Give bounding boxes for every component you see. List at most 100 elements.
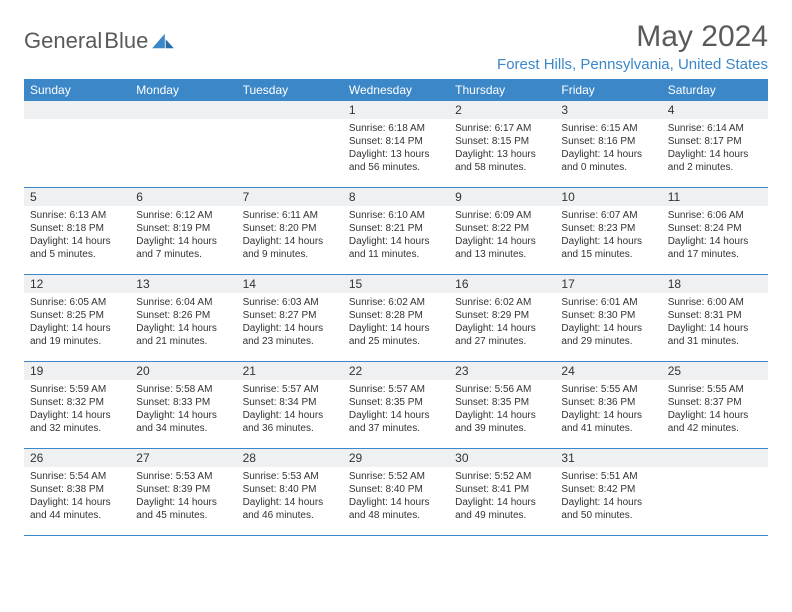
daylight-text: Daylight: 14 hours and 48 minutes. bbox=[349, 496, 443, 522]
cell-body: Sunrise: 6:02 AMSunset: 8:28 PMDaylight:… bbox=[343, 293, 449, 352]
day-number: 9 bbox=[449, 188, 555, 206]
brand-logo: GeneralBlue bbox=[24, 28, 174, 54]
day-number: 29 bbox=[343, 449, 449, 467]
day-header-fri: Friday bbox=[555, 79, 661, 101]
sunrise-text: Sunrise: 6:17 AM bbox=[455, 122, 549, 135]
sunrise-text: Sunrise: 5:56 AM bbox=[455, 383, 549, 396]
sunset-text: Sunset: 8:17 PM bbox=[668, 135, 762, 148]
sunset-text: Sunset: 8:15 PM bbox=[455, 135, 549, 148]
day-number: 30 bbox=[449, 449, 555, 467]
daylight-text: Daylight: 14 hours and 39 minutes. bbox=[455, 409, 549, 435]
day-number: 1 bbox=[343, 101, 449, 119]
sunrise-text: Sunrise: 6:09 AM bbox=[455, 209, 549, 222]
daylight-text: Daylight: 14 hours and 11 minutes. bbox=[349, 235, 443, 261]
daylight-text: Daylight: 14 hours and 50 minutes. bbox=[561, 496, 655, 522]
daylight-text: Daylight: 14 hours and 29 minutes. bbox=[561, 322, 655, 348]
cell-body: Sunrise: 5:55 AMSunset: 8:37 PMDaylight:… bbox=[662, 380, 768, 439]
day-header-row: Sunday Monday Tuesday Wednesday Thursday… bbox=[24, 79, 768, 101]
daylight-text: Daylight: 14 hours and 36 minutes. bbox=[243, 409, 337, 435]
day-number: 28 bbox=[237, 449, 343, 467]
cell-body: Sunrise: 6:04 AMSunset: 8:26 PMDaylight:… bbox=[130, 293, 236, 352]
calendar-cell: 11Sunrise: 6:06 AMSunset: 8:24 PMDayligh… bbox=[662, 188, 768, 274]
sunset-text: Sunset: 8:22 PM bbox=[455, 222, 549, 235]
cell-body: Sunrise: 6:00 AMSunset: 8:31 PMDaylight:… bbox=[662, 293, 768, 352]
cell-body: Sunrise: 5:52 AMSunset: 8:40 PMDaylight:… bbox=[343, 467, 449, 526]
daylight-text: Daylight: 14 hours and 17 minutes. bbox=[668, 235, 762, 261]
day-number: 31 bbox=[555, 449, 661, 467]
daylight-text: Daylight: 14 hours and 9 minutes. bbox=[243, 235, 337, 261]
sunset-text: Sunset: 8:35 PM bbox=[349, 396, 443, 409]
day-header-mon: Monday bbox=[130, 79, 236, 101]
sunrise-text: Sunrise: 5:57 AM bbox=[349, 383, 443, 396]
week-row: 5Sunrise: 6:13 AMSunset: 8:18 PMDaylight… bbox=[24, 188, 768, 275]
brand-text-2: Blue bbox=[104, 28, 148, 54]
sunrise-text: Sunrise: 6:02 AM bbox=[349, 296, 443, 309]
calendar-cell: 12Sunrise: 6:05 AMSunset: 8:25 PMDayligh… bbox=[24, 275, 130, 361]
week-row: 26Sunrise: 5:54 AMSunset: 8:38 PMDayligh… bbox=[24, 449, 768, 536]
daylight-text: Daylight: 13 hours and 58 minutes. bbox=[455, 148, 549, 174]
sunset-text: Sunset: 8:35 PM bbox=[455, 396, 549, 409]
daylight-text: Daylight: 14 hours and 45 minutes. bbox=[136, 496, 230, 522]
sunrise-text: Sunrise: 5:57 AM bbox=[243, 383, 337, 396]
calendar-cell: 2Sunrise: 6:17 AMSunset: 8:15 PMDaylight… bbox=[449, 101, 555, 187]
cell-body: Sunrise: 5:57 AMSunset: 8:35 PMDaylight:… bbox=[343, 380, 449, 439]
day-number: 13 bbox=[130, 275, 236, 293]
sunrise-text: Sunrise: 6:00 AM bbox=[668, 296, 762, 309]
day-number bbox=[24, 101, 130, 119]
sunset-text: Sunset: 8:36 PM bbox=[561, 396, 655, 409]
calendar-cell: 15Sunrise: 6:02 AMSunset: 8:28 PMDayligh… bbox=[343, 275, 449, 361]
sunset-text: Sunset: 8:30 PM bbox=[561, 309, 655, 322]
weeks-container: 1Sunrise: 6:18 AMSunset: 8:14 PMDaylight… bbox=[24, 101, 768, 536]
page: GeneralBlue May 2024 Forest Hills, Penns… bbox=[0, 0, 792, 556]
sunset-text: Sunset: 8:16 PM bbox=[561, 135, 655, 148]
calendar-cell: 21Sunrise: 5:57 AMSunset: 8:34 PMDayligh… bbox=[237, 362, 343, 448]
sunrise-text: Sunrise: 6:18 AM bbox=[349, 122, 443, 135]
sunset-text: Sunset: 8:18 PM bbox=[30, 222, 124, 235]
calendar-cell: 4Sunrise: 6:14 AMSunset: 8:17 PMDaylight… bbox=[662, 101, 768, 187]
day-number: 26 bbox=[24, 449, 130, 467]
sunrise-text: Sunrise: 5:52 AM bbox=[455, 470, 549, 483]
calendar-cell bbox=[237, 101, 343, 187]
sunset-text: Sunset: 8:14 PM bbox=[349, 135, 443, 148]
day-number: 20 bbox=[130, 362, 236, 380]
daylight-text: Daylight: 14 hours and 49 minutes. bbox=[455, 496, 549, 522]
cell-body: Sunrise: 6:07 AMSunset: 8:23 PMDaylight:… bbox=[555, 206, 661, 265]
daylight-text: Daylight: 14 hours and 2 minutes. bbox=[668, 148, 762, 174]
calendar: Sunday Monday Tuesday Wednesday Thursday… bbox=[24, 79, 768, 536]
sunset-text: Sunset: 8:28 PM bbox=[349, 309, 443, 322]
cell-body: Sunrise: 5:53 AMSunset: 8:40 PMDaylight:… bbox=[237, 467, 343, 526]
sunset-text: Sunset: 8:42 PM bbox=[561, 483, 655, 496]
day-number: 10 bbox=[555, 188, 661, 206]
cell-body: Sunrise: 6:12 AMSunset: 8:19 PMDaylight:… bbox=[130, 206, 236, 265]
sunrise-text: Sunrise: 6:11 AM bbox=[243, 209, 337, 222]
sunrise-text: Sunrise: 6:12 AM bbox=[136, 209, 230, 222]
week-row: 19Sunrise: 5:59 AMSunset: 8:32 PMDayligh… bbox=[24, 362, 768, 449]
sunset-text: Sunset: 8:20 PM bbox=[243, 222, 337, 235]
daylight-text: Daylight: 13 hours and 56 minutes. bbox=[349, 148, 443, 174]
day-number bbox=[237, 101, 343, 119]
day-number: 21 bbox=[237, 362, 343, 380]
day-number: 24 bbox=[555, 362, 661, 380]
sunset-text: Sunset: 8:32 PM bbox=[30, 396, 124, 409]
sunset-text: Sunset: 8:27 PM bbox=[243, 309, 337, 322]
sunrise-text: Sunrise: 5:52 AM bbox=[349, 470, 443, 483]
daylight-text: Daylight: 14 hours and 37 minutes. bbox=[349, 409, 443, 435]
calendar-cell: 20Sunrise: 5:58 AMSunset: 8:33 PMDayligh… bbox=[130, 362, 236, 448]
day-number bbox=[662, 449, 768, 467]
daylight-text: Daylight: 14 hours and 0 minutes. bbox=[561, 148, 655, 174]
day-number: 25 bbox=[662, 362, 768, 380]
cell-body: Sunrise: 5:55 AMSunset: 8:36 PMDaylight:… bbox=[555, 380, 661, 439]
brand-text-1: General bbox=[24, 28, 102, 54]
sunset-text: Sunset: 8:25 PM bbox=[30, 309, 124, 322]
sunset-text: Sunset: 8:37 PM bbox=[668, 396, 762, 409]
daylight-text: Daylight: 14 hours and 44 minutes. bbox=[30, 496, 124, 522]
sail-icon bbox=[152, 32, 174, 50]
sunrise-text: Sunrise: 6:03 AM bbox=[243, 296, 337, 309]
cell-body: Sunrise: 6:06 AMSunset: 8:24 PMDaylight:… bbox=[662, 206, 768, 265]
cell-body: Sunrise: 5:54 AMSunset: 8:38 PMDaylight:… bbox=[24, 467, 130, 526]
day-number: 27 bbox=[130, 449, 236, 467]
day-number: 11 bbox=[662, 188, 768, 206]
cell-body: Sunrise: 6:01 AMSunset: 8:30 PMDaylight:… bbox=[555, 293, 661, 352]
calendar-cell: 22Sunrise: 5:57 AMSunset: 8:35 PMDayligh… bbox=[343, 362, 449, 448]
sunrise-text: Sunrise: 6:06 AM bbox=[668, 209, 762, 222]
